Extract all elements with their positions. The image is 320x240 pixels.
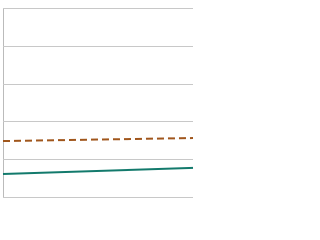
chart: [2, 8, 194, 198]
series-line: [2, 137, 194, 143]
series-line: [2, 166, 194, 175]
